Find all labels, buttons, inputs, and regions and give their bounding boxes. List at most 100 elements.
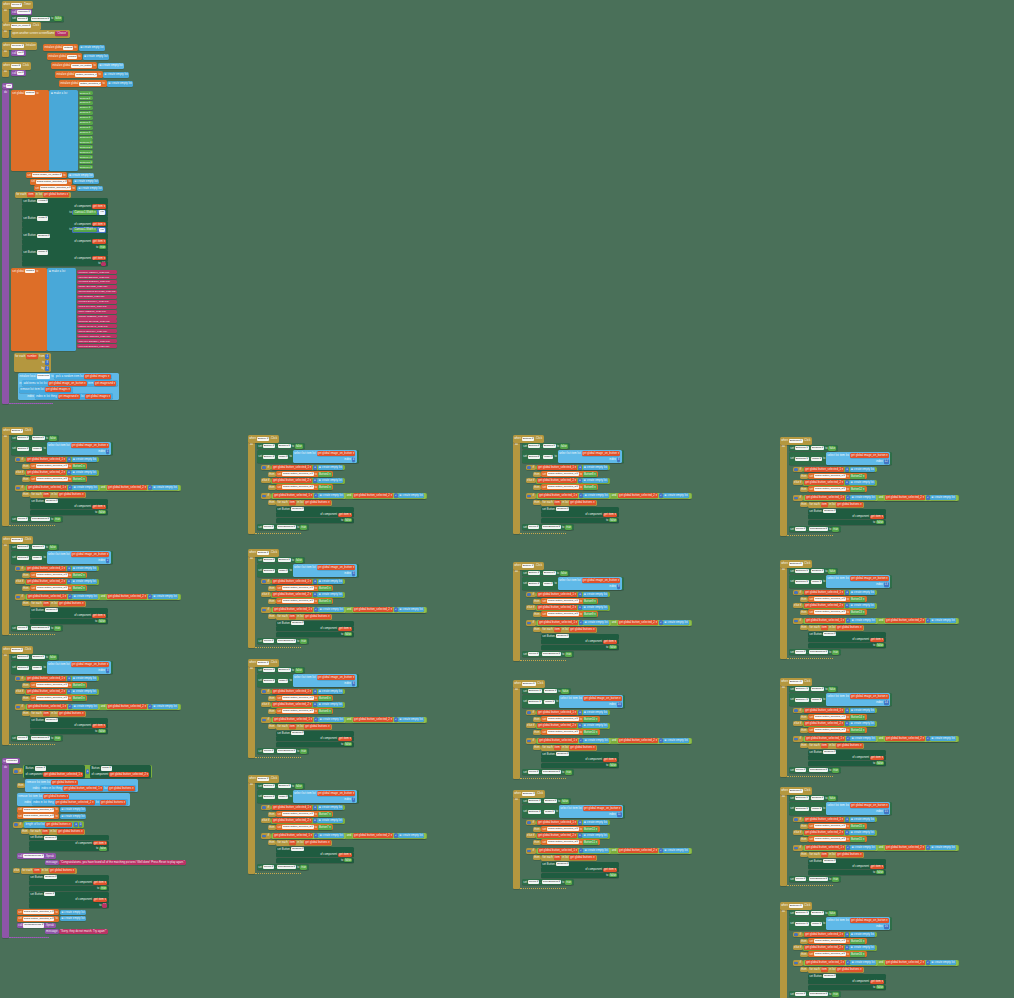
greenpill-block[interactable]: Button13 ▾	[850, 610, 866, 615]
ro-block[interactable]: get global button_selected_2 ▾	[353, 607, 393, 612]
block-label[interactable]: set	[809, 728, 814, 733]
dropdown-field[interactable]: Enabled ▾	[45, 608, 58, 612]
math-block[interactable]: 1	[45, 366, 49, 371]
blue-block[interactable]: ⊞ create empty list	[930, 736, 956, 741]
block-label[interactable]: set	[12, 665, 17, 670]
block-row[interactable]: thensetglobal button_selected_1 ▾toButto…	[22, 572, 88, 578]
math-block[interactable]: 3	[106, 668, 110, 673]
orange-block[interactable]: setglobal button_selected_2 ▾to	[17, 813, 59, 819]
ro-block[interactable]: get global button_selected_1 ▾	[43, 772, 83, 777]
block-label[interactable]: index	[24, 800, 31, 805]
lgreen-block[interactable]: get global button_selected_2 ▾=⊞ create …	[271, 702, 344, 708]
ro-block[interactable]: get global buttons ▾	[836, 852, 862, 857]
dropdown-field[interactable]: Enabled ▾	[811, 687, 824, 691]
gold-block[interactable]: if	[15, 457, 25, 463]
math-block[interactable]	[794, 847, 799, 849]
block-label[interactable]: if	[267, 805, 269, 810]
block-row[interactable]: setglobal button_selected_2 ▾to⊞ create …	[34, 185, 103, 191]
block-row[interactable]: of componentget item ▾	[276, 736, 354, 741]
math-block[interactable]: ≠	[926, 736, 930, 741]
gold-block[interactable]: then	[800, 610, 808, 615]
block-row[interactable]: remove list item listget global buttons …	[26, 780, 78, 785]
math-block[interactable]: 1	[106, 449, 110, 454]
block-label[interactable]: if	[532, 738, 534, 743]
gold-block[interactable]: if	[526, 738, 536, 744]
dropdown-field[interactable]: TimerEnabled ▾	[809, 527, 828, 531]
block-label[interactable]: and	[346, 607, 351, 612]
gold-block[interactable]: then	[22, 601, 30, 606]
block-row[interactable]: index8	[609, 457, 621, 462]
purple-block[interactable]: callInit ▾	[11, 70, 26, 76]
dropdown-field[interactable]: Button4 ▾	[263, 444, 275, 448]
block-row[interactable]: else ifget global button_selected_2 ▾=⊞ …	[526, 605, 610, 611]
block-label[interactable]: in list	[562, 627, 569, 632]
blue-block[interactable]: ⊞ create empty list	[152, 704, 178, 709]
block-label[interactable]: of component	[585, 868, 603, 872]
block-label[interactable]: to	[43, 446, 46, 451]
block-row[interactable]: select list item listget global image_on…	[294, 675, 357, 680]
block-label[interactable]: index	[876, 809, 883, 814]
blue-block[interactable]: ⊞ create empty list	[930, 845, 956, 850]
gold-block[interactable]: if	[526, 493, 536, 499]
blue-block[interactable]: ⊞ create empty list	[317, 702, 343, 707]
block-label[interactable]: .Click	[535, 436, 543, 441]
dropdown-field[interactable]: TimerEnabled ▾	[277, 749, 296, 753]
math-block[interactable]: =	[578, 605, 582, 610]
blue-block[interactable]: ⊞ create empty list	[582, 833, 608, 838]
block-label[interactable]: Button.	[91, 766, 101, 771]
greenpill-block[interactable]: true	[832, 527, 839, 532]
gold-block[interactable]: else if	[526, 833, 536, 838]
gold-block[interactable]: if	[793, 590, 803, 596]
lblue-block[interactable]: select list item listget global image_on…	[559, 695, 623, 707]
math-block[interactable]: ≠	[314, 717, 318, 722]
collapsed-block-indicator[interactable]	[255, 757, 301, 758]
greenpill-block[interactable]: false	[295, 784, 303, 789]
component-pill[interactable]: Button8 ▾	[79, 126, 93, 130]
block-label[interactable]: set	[12, 555, 17, 560]
block-row[interactable]: set Button.Width ▾	[22, 216, 108, 221]
block-label[interactable]: to	[289, 678, 292, 683]
block-row[interactable]: ifget global button_selected_1 ▾≠⊞ creat…	[261, 717, 428, 724]
block-label[interactable]: set	[809, 952, 814, 957]
dropdown-field[interactable]: Button12 ▾	[795, 457, 809, 461]
block-label[interactable]: to	[55, 916, 58, 921]
block-row[interactable]: whenButton7 ▾.Click	[248, 775, 279, 783]
lgreen-block[interactable]: get global button_selected_1 ▾=⊞ create …	[536, 820, 609, 826]
gold-block[interactable]: for eachitemin listget global buttons ▾	[30, 711, 86, 717]
dropdown-field[interactable]: Enabled ▾	[811, 911, 824, 915]
ro-block[interactable]: get item ▾	[603, 758, 617, 762]
block-label[interactable]: set	[12, 16, 17, 21]
block-row[interactable]: setButton14 ▾.Enabled ▾tofalse	[789, 686, 838, 692]
block-label[interactable]: call	[12, 10, 17, 15]
block-row[interactable]: of componentget item ▾	[22, 221, 108, 226]
block-label[interactable]: index in list thing	[33, 800, 54, 805]
gold-block[interactable]: then	[533, 745, 541, 750]
block-label[interactable]: in list	[297, 840, 304, 845]
block-row[interactable]: set Button.Enabled ▾	[541, 507, 619, 512]
ro-block[interactable]: item	[43, 711, 50, 716]
block-label[interactable]: select list item list	[560, 696, 583, 701]
blue-block[interactable]: ⊞ create empty list	[583, 465, 609, 470]
gold-block[interactable]: if	[15, 704, 25, 710]
block-row[interactable]: index14	[876, 700, 890, 705]
lgreen-block[interactable]: get global button_selected_1 ▾≠⊞ create …	[25, 485, 181, 492]
block-spine[interactable]: do	[780, 684, 787, 778]
block-row[interactable]: inadd items to list listget global image…	[19, 380, 119, 386]
gold-block[interactable]: then	[800, 625, 808, 630]
block-row[interactable]: thensetglobal button_selected_2 ▾toButto…	[800, 486, 868, 492]
block-label[interactable]: for each	[809, 625, 820, 630]
block-row[interactable]: thenfor eachitemin listget global button…	[533, 627, 598, 633]
block-label[interactable]: of component	[75, 898, 93, 902]
dropdown-field[interactable]: Enabled ▾	[556, 752, 569, 756]
ro-block[interactable]: get global button_selected_2 ▾	[537, 833, 577, 838]
greenpill-block[interactable]: Button12 ▾	[850, 487, 866, 492]
greenpill-block[interactable]: false	[560, 571, 568, 576]
ro-block[interactable]: get item ▾	[92, 505, 106, 509]
block-label[interactable]: of component	[74, 222, 92, 226]
math-block[interactable]: ≠	[148, 485, 152, 490]
block-row[interactable]: setButton13 ▾.Enabled ▾tofalse	[789, 568, 838, 574]
block-label[interactable]: set	[523, 581, 528, 586]
text-string-pill[interactable]: "gorilla-2869704_1920.jpg"	[77, 329, 117, 333]
dropdown-field[interactable]: Image ▾	[278, 455, 289, 459]
dropdown-field[interactable]: TimerEnabled ▾	[31, 517, 50, 521]
